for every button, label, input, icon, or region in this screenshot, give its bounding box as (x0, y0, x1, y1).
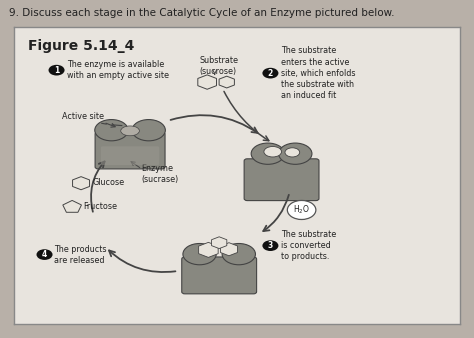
Ellipse shape (121, 126, 139, 136)
FancyBboxPatch shape (244, 159, 319, 200)
Ellipse shape (132, 120, 165, 141)
Circle shape (36, 249, 53, 260)
Ellipse shape (183, 243, 216, 265)
Text: 1: 1 (54, 66, 59, 75)
Text: 4: 4 (42, 250, 47, 259)
Circle shape (48, 65, 64, 75)
Circle shape (263, 240, 278, 251)
Text: 9. Discuss each stage in the Catalytic Cycle of an Enzyme pictured below.: 9. Discuss each stage in the Catalytic C… (9, 8, 395, 19)
Circle shape (263, 68, 278, 78)
Text: 2: 2 (268, 69, 273, 78)
Circle shape (287, 200, 316, 219)
Text: H$_2$O: H$_2$O (293, 204, 310, 216)
Ellipse shape (251, 143, 284, 164)
Text: Figure 5.14_4: Figure 5.14_4 (27, 39, 134, 53)
Text: Enzyme
(sucrase): Enzyme (sucrase) (141, 164, 178, 184)
Text: Glucose: Glucose (92, 178, 124, 187)
Text: The enzyme is available
with an empty active site: The enzyme is available with an empty ac… (67, 60, 169, 80)
Text: Substrate
(sucrose): Substrate (sucrose) (200, 56, 238, 76)
Ellipse shape (264, 146, 282, 157)
FancyBboxPatch shape (182, 257, 256, 294)
Ellipse shape (279, 143, 312, 164)
Text: Active site: Active site (62, 112, 104, 121)
Text: The substrate
enters the active
site, which enfolds
the substrate with
an induce: The substrate enters the active site, wh… (281, 46, 355, 100)
Text: 3: 3 (268, 241, 273, 250)
FancyBboxPatch shape (95, 132, 165, 169)
Ellipse shape (285, 148, 300, 157)
FancyBboxPatch shape (101, 146, 159, 165)
Text: Fructose: Fructose (83, 202, 117, 211)
Text: The substrate
is converted
to products.: The substrate is converted to products. (281, 230, 336, 261)
Text: The products
are released: The products are released (55, 244, 107, 265)
Ellipse shape (95, 120, 128, 141)
Ellipse shape (222, 243, 255, 265)
